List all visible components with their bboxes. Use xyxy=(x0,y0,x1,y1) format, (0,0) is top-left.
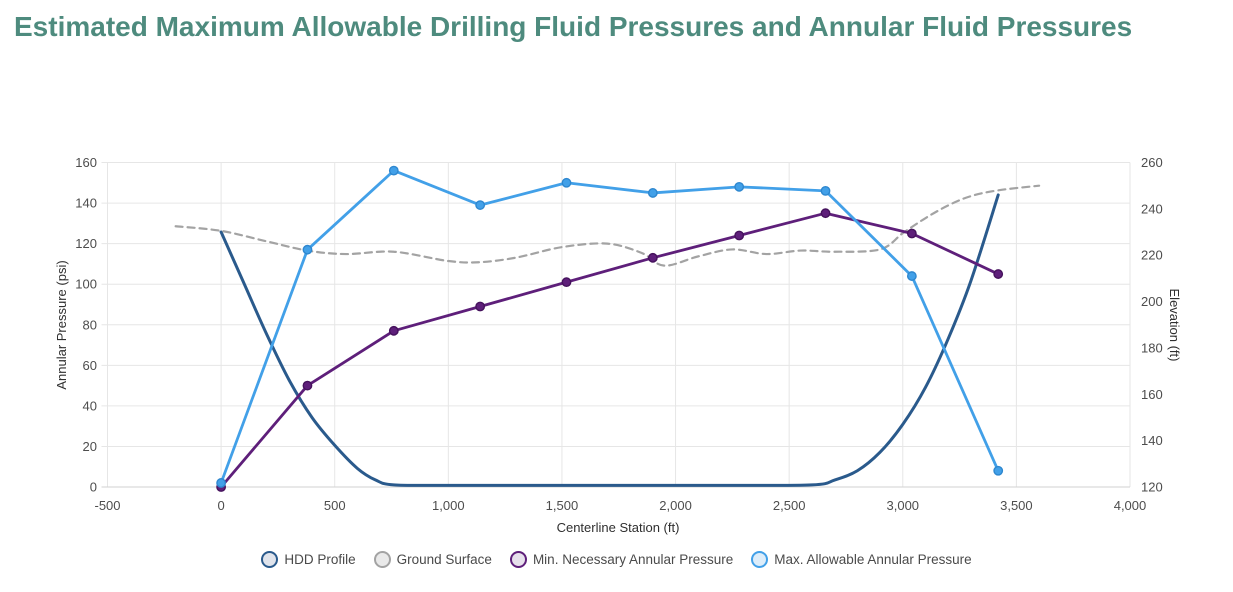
series-ground-surface xyxy=(174,184,1041,267)
series-max-allowable-annular-pressure-point xyxy=(820,185,831,196)
series-max-allowable-annular-pressure-point xyxy=(734,181,745,192)
y-left-tick-label: 60 xyxy=(83,358,97,373)
series-hdd-profile xyxy=(219,193,1000,487)
y-right-tick-label: 160 xyxy=(1141,387,1163,402)
series-min-necessary-annular-pressure-point xyxy=(475,301,486,312)
legend-label: Min. Necessary Annular Pressure xyxy=(532,551,734,567)
series-max-allowable-annular-pressure-point xyxy=(388,165,399,176)
series-max-allowable-annular-pressure xyxy=(216,165,1004,488)
legend-swatch-ground-surface-icon xyxy=(373,550,391,568)
legend-swatch-hdd-profile-icon xyxy=(261,550,279,568)
x-tick-label: 3,000 xyxy=(887,498,920,513)
legend-item-min-necessary-annular-pressure[interactable]: Min. Necessary Annular Pressure xyxy=(509,550,734,568)
series-max-allowable-annular-pressure-point xyxy=(216,478,227,488)
legend-label: Ground Surface xyxy=(396,551,492,567)
x-tick-label: 3,500 xyxy=(1000,498,1033,513)
x-tick-label: 1,500 xyxy=(546,498,579,513)
legend-label: HDD Profile xyxy=(284,551,356,567)
series-min-necessary-annular-pressure-line xyxy=(219,211,1000,489)
series-min-necessary-annular-pressure-point xyxy=(993,269,1004,279)
x-axis-title: Centerline Station (ft) xyxy=(557,520,680,535)
series-ground-surface-line xyxy=(174,184,1041,267)
series-min-necessary-annular-pressure-point xyxy=(820,208,831,219)
legend-swatch-min-necessary-annular-pressure-icon xyxy=(509,550,527,568)
series-max-allowable-annular-pressure-point xyxy=(302,244,313,255)
series-min-necessary-annular-pressure-point xyxy=(647,252,658,263)
y-right-tick-label: 140 xyxy=(1141,433,1163,448)
y-left-tick-label: 120 xyxy=(75,236,97,251)
x-tick-label: -500 xyxy=(94,498,120,513)
y-left-tick-label: 0 xyxy=(90,480,97,495)
series-max-allowable-annular-pressure-point xyxy=(906,271,917,281)
series-hdd-profile-line xyxy=(219,193,1000,487)
y-right-tick-label: 180 xyxy=(1141,340,1163,355)
series-min-necessary-annular-pressure-point xyxy=(906,228,917,239)
series-min-necessary-annular-pressure-point xyxy=(302,380,313,391)
y-left-tick-label: 80 xyxy=(83,317,97,332)
series-max-allowable-annular-pressure-point xyxy=(993,465,1004,476)
x-tick-label: 2,500 xyxy=(773,498,806,513)
axis-tick-labels: -500 0 500 1,000 1,500 2,000 2,500 3,000 3,500 4,… xyxy=(75,155,1162,513)
y-right-tick-label: 260 xyxy=(1141,155,1163,170)
legend-label: Max. Allowable Annular Pressure xyxy=(774,551,972,567)
y-right-tick-label: 200 xyxy=(1141,294,1163,309)
chart-legend: HDD Profile Ground Surface Min. Necessary … xyxy=(0,548,1233,570)
y-right-tick-label: 120 xyxy=(1141,480,1163,495)
series-max-allowable-annular-pressure-point xyxy=(647,188,658,198)
legend-item-max-allowable-annular-pressure[interactable]: Max. Allowable Annular Pressure xyxy=(751,550,972,568)
y-left-tick-label: 100 xyxy=(75,277,97,292)
legend-swatch-max-allowable-annular-pressure-icon xyxy=(751,550,769,568)
y-left-tick-label: 20 xyxy=(83,439,97,454)
y-left-tick-label: 140 xyxy=(75,196,97,211)
page-title: Estimated Maximum Allowable Drilling Flu… xyxy=(14,11,1133,42)
y-right-tick-label: 240 xyxy=(1141,201,1163,216)
x-tick-label: 1,000 xyxy=(432,498,465,513)
x-tick-label: 4,000 xyxy=(1114,498,1147,513)
y-right-axis-title: Elevation (ft) xyxy=(1167,289,1182,362)
y-left-tick-label: 40 xyxy=(83,398,97,413)
x-tick-label: 2,000 xyxy=(659,498,692,513)
series-max-allowable-annular-pressure-line xyxy=(219,169,1000,485)
y-left-axis-title: Annular Pressure (psi) xyxy=(54,260,69,389)
series-min-necessary-annular-pressure-point xyxy=(734,230,745,241)
x-tick-label: 0 xyxy=(217,498,224,513)
x-tick-label: 500 xyxy=(324,498,346,513)
legend-item-ground-surface[interactable]: Ground Surface xyxy=(373,550,492,568)
series-max-allowable-annular-pressure-point xyxy=(561,177,572,188)
series-max-allowable-annular-pressure-point xyxy=(475,200,486,210)
legend-item-hdd-profile[interactable]: HDD Profile xyxy=(261,550,356,568)
plot-gridlines xyxy=(101,162,1131,488)
y-right-tick-label: 220 xyxy=(1141,248,1163,263)
series-min-necessary-annular-pressure-point xyxy=(388,325,399,336)
y-left-tick-label: 160 xyxy=(75,155,97,170)
series-min-necessary-annular-pressure-point xyxy=(561,277,572,288)
